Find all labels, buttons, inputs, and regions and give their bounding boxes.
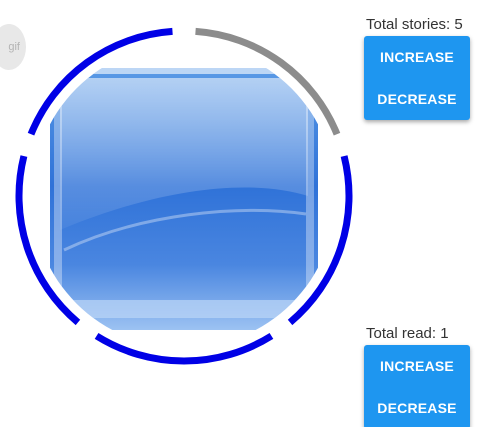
read-panel: Total read: 1 INCREASE DECREASE: [364, 325, 474, 427]
gif-badge-label: gif: [8, 41, 20, 53]
story-segment-unread: [94, 332, 274, 365]
stories-button-group: INCREASE DECREASE: [364, 36, 470, 120]
decrease-stories-button[interactable]: DECREASE: [364, 78, 470, 120]
stories-panel: Total stories: 5 INCREASE DECREASE: [364, 16, 474, 120]
increase-stories-button[interactable]: INCREASE: [364, 36, 470, 78]
story-circle-view[interactable]: [0, 0, 360, 380]
story-segment-unread: [287, 155, 353, 326]
story-avatar-image: [50, 68, 318, 330]
story-ring-segments: [15, 27, 353, 365]
total-read-label: Total read: 1: [366, 325, 449, 342]
total-stories-label: Total stories: 5: [366, 16, 463, 33]
story-segment-unread: [15, 155, 81, 326]
story-segment-unread: [27, 27, 173, 136]
story-segment-read: [195, 27, 341, 136]
read-button-group: INCREASE DECREASE: [364, 345, 470, 427]
gif-badge: gif: [0, 24, 26, 70]
increase-read-button[interactable]: INCREASE: [364, 345, 470, 387]
decrease-read-button[interactable]: DECREASE: [364, 387, 470, 427]
